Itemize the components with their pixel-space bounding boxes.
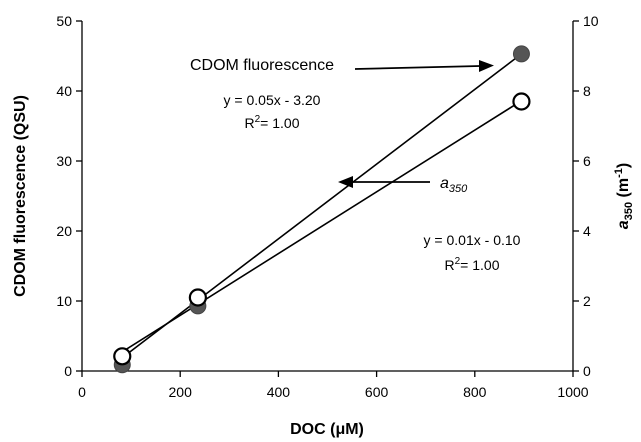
fit-line-cdom — [121, 53, 522, 359]
arrow-a350-head — [338, 176, 353, 188]
y-right-axis-unit-exponent: -1 — [613, 168, 625, 178]
x-tick-label: 800 — [463, 384, 487, 400]
x-tick-label: 200 — [169, 384, 193, 400]
y-right-tick-label: 0 — [583, 363, 591, 379]
data-point-a350 — [512, 92, 531, 111]
x-tick-label: 600 — [365, 384, 389, 400]
data-points — [113, 45, 531, 374]
y-left-tick-label: 40 — [56, 83, 72, 99]
y-right-tick-label: 2 — [583, 293, 591, 309]
y-right-axis-unit-close: ) — [615, 163, 632, 168]
x-tick-label: 0 — [78, 384, 86, 400]
ticks: 0 200 400 600 800 1000 0 10 20 30 40 50 0 2 4 6 8 10 — [56, 13, 598, 400]
x-axis-title: DOC (μM) — [290, 421, 364, 438]
y-right-axis-title: a350 (m-1) — [613, 163, 635, 229]
fit-line-a350 — [121, 100, 522, 353]
y-right-axis-subscript: 350 — [623, 202, 635, 220]
x-tick-label: 400 — [267, 384, 291, 400]
y-left-axis-title: CDOM fluorescence (QSU) — [12, 95, 29, 297]
y-left-tick-label: 0 — [64, 363, 72, 379]
data-point-cdom — [512, 45, 530, 63]
y-right-tick-label: 6 — [583, 153, 591, 169]
y-left-tick-label: 20 — [56, 223, 72, 239]
series-label-a350-subscript: 350 — [449, 183, 468, 195]
y-right-tick-label: 10 — [583, 13, 599, 29]
y-right-axis-unit: (m — [615, 178, 632, 202]
data-point-a350 — [188, 288, 207, 307]
x-tick-label: 1000 — [557, 384, 588, 400]
y-left-tick-label: 30 — [56, 153, 72, 169]
y-right-axis-symbol: a — [615, 220, 632, 229]
equation-cdom: y = 0.05x - 3.20 — [224, 92, 321, 108]
data-point-a350 — [113, 347, 132, 366]
arrow-cdom-head — [479, 60, 494, 72]
series-label-cdom: CDOM fluorescence — [190, 57, 334, 74]
arrow-cdom-line — [354, 65, 481, 70]
r2-cdom: R2= 1.00 — [244, 114, 299, 131]
series-label-a350: a350 — [440, 175, 468, 195]
y-right-tick-label: 4 — [583, 223, 591, 239]
r2-cdom-value: = 1.00 — [260, 115, 300, 131]
series-label-a350-base: a — [440, 175, 449, 192]
r2-a350-value: = 1.00 — [460, 257, 500, 273]
y-left-tick-label: 10 — [56, 293, 72, 309]
equation-a350: y = 0.01x - 0.10 — [424, 232, 521, 248]
y-right-tick-label: 8 — [583, 83, 591, 99]
r2-a350: R2= 1.00 — [444, 256, 499, 273]
fit-lines — [121, 53, 522, 359]
y-left-tick-label: 50 — [56, 13, 72, 29]
axes — [81, 21, 574, 372]
